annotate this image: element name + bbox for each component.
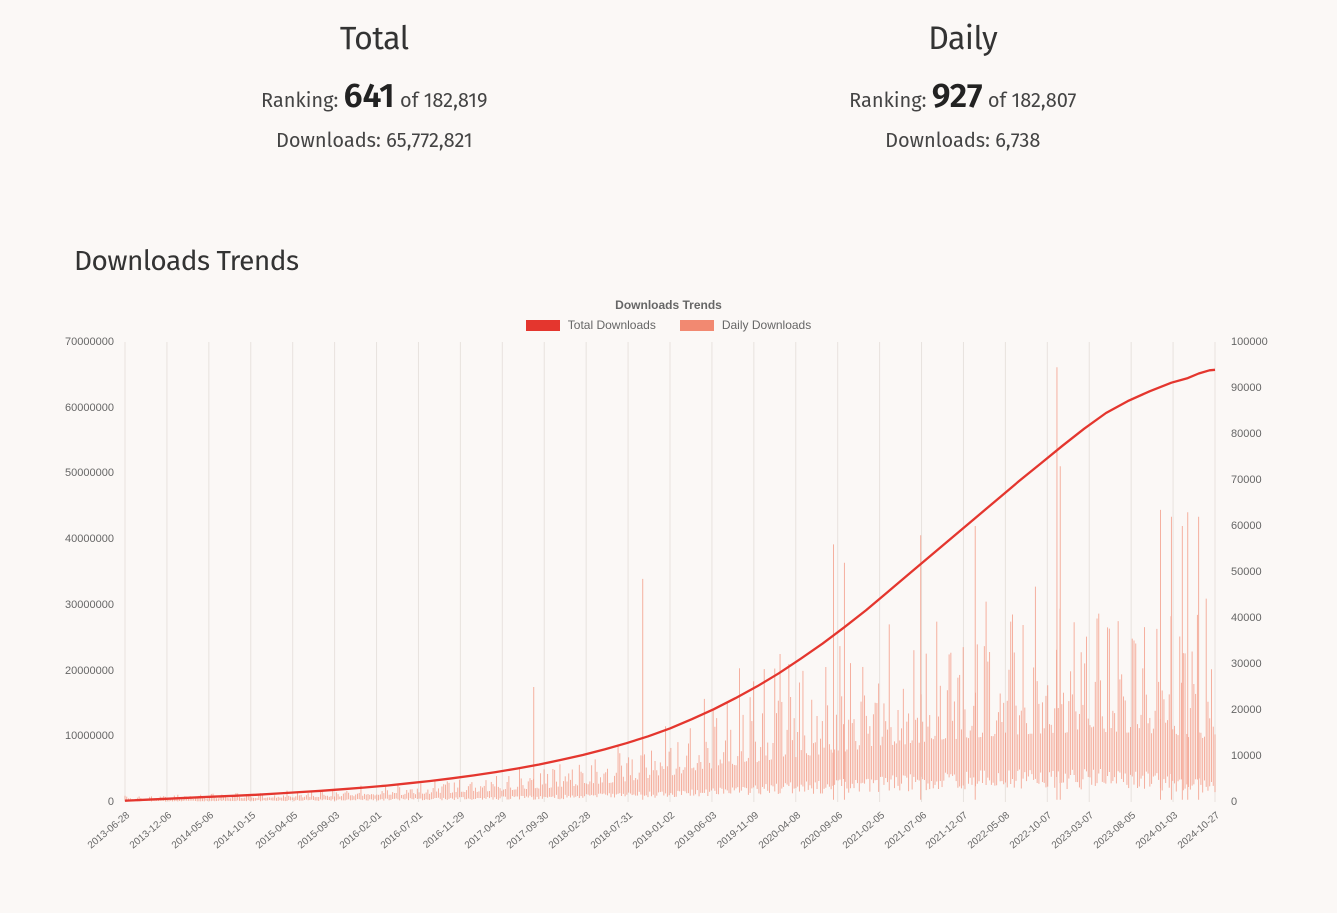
total-stat-block: Total Ranking: 641 of 182,819 Downloads:… bbox=[80, 20, 669, 165]
legend-label-daily: Daily Downloads bbox=[722, 318, 811, 332]
chart-plot-area[interactable]: 0100000002000000030000000400000005000000… bbox=[60, 342, 1277, 872]
total-ranking-of: of 182,819 bbox=[400, 89, 487, 113]
y-left-tick-label: 0 bbox=[54, 796, 114, 808]
daily-ranking-line: Ranking: 927 of 182,807 bbox=[669, 76, 1258, 117]
y-right-tick-label: 90000 bbox=[1231, 382, 1281, 394]
y-left-tick-label: 50000000 bbox=[54, 467, 114, 479]
chart-container: Downloads Trends Total Downloads Daily D… bbox=[60, 298, 1277, 872]
y-right-tick-label: 30000 bbox=[1231, 658, 1281, 670]
stats-row: Total Ranking: 641 of 182,819 Downloads:… bbox=[0, 0, 1337, 195]
y-left-tick-label: 60000000 bbox=[54, 402, 114, 414]
y-left-tick-label: 20000000 bbox=[54, 665, 114, 677]
y-left-tick-label: 70000000 bbox=[54, 336, 114, 348]
y-left-tick-label: 40000000 bbox=[54, 533, 114, 545]
legend-item-daily[interactable]: Daily Downloads bbox=[680, 318, 811, 332]
y-right-tick-label: 0 bbox=[1231, 796, 1281, 808]
daily-downloads-value: 6,738 bbox=[995, 129, 1040, 153]
y-left-tick-label: 10000000 bbox=[54, 730, 114, 742]
total-ranking-line: Ranking: 641 of 182,819 bbox=[80, 76, 669, 117]
downloads-label: Downloads: bbox=[885, 129, 990, 153]
y-right-tick-label: 60000 bbox=[1231, 520, 1281, 532]
y-right-tick-label: 50000 bbox=[1231, 566, 1281, 578]
total-ranking-value: 641 bbox=[344, 76, 395, 117]
y-right-tick-label: 80000 bbox=[1231, 428, 1281, 440]
y-right-tick-label: 70000 bbox=[1231, 474, 1281, 486]
total-title: Total bbox=[80, 20, 669, 58]
ranking-label: Ranking: bbox=[261, 89, 338, 113]
daily-ranking-of: of 182,807 bbox=[988, 89, 1077, 113]
chart-title: Downloads Trends bbox=[60, 298, 1277, 312]
total-downloads-value: 65,772,821 bbox=[386, 129, 472, 153]
legend-swatch-total bbox=[526, 320, 560, 331]
daily-downloads-line: Downloads: 6,738 bbox=[669, 129, 1258, 153]
y-left-tick-label: 30000000 bbox=[54, 599, 114, 611]
chart-legend: Total Downloads Daily Downloads bbox=[60, 318, 1277, 332]
y-right-tick-label: 10000 bbox=[1231, 750, 1281, 762]
legend-item-total[interactable]: Total Downloads bbox=[526, 318, 656, 332]
total-downloads-line: Downloads: 65,772,821 bbox=[80, 129, 669, 153]
downloads-label: Downloads: bbox=[276, 129, 381, 153]
y-right-tick-label: 100000 bbox=[1231, 336, 1281, 348]
daily-ranking-value: 927 bbox=[932, 76, 983, 117]
ranking-label: Ranking: bbox=[849, 89, 926, 113]
daily-title: Daily bbox=[669, 20, 1258, 58]
legend-label-total: Total Downloads bbox=[568, 318, 656, 332]
section-title: Downloads Trends bbox=[74, 245, 1337, 278]
legend-swatch-daily bbox=[680, 320, 714, 331]
y-right-tick-label: 20000 bbox=[1231, 704, 1281, 716]
y-right-tick-label: 40000 bbox=[1231, 612, 1281, 624]
daily-stat-block: Daily Ranking: 927 of 182,807 Downloads:… bbox=[669, 20, 1258, 165]
